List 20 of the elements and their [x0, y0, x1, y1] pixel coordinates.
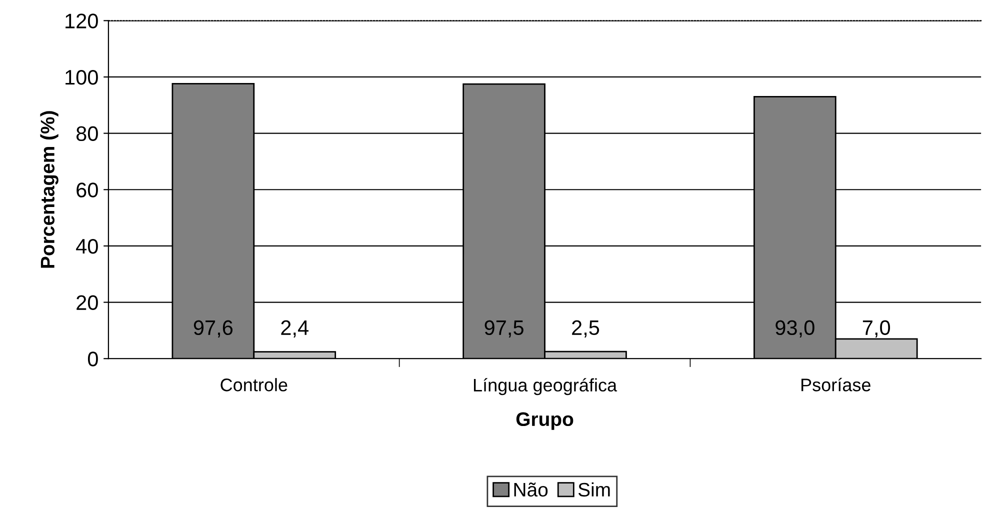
- data-label: 2,5: [572, 320, 600, 338]
- data-label: 93,0: [776, 320, 814, 338]
- data-label: 2,4: [281, 320, 308, 338]
- x-tick-label: Controle: [220, 378, 288, 392]
- y-tick-label: 60: [76, 182, 98, 198]
- y-axis-title: Porcentagem (%): [40, 111, 58, 268]
- x-tick-label: Língua geográfica: [474, 378, 618, 396]
- y-tick-label: 80: [76, 126, 98, 142]
- x-tick-label: Psoríase: [801, 378, 870, 392]
- legend-label: Sim: [578, 482, 610, 497]
- x-axis-title: Grupo: [516, 412, 574, 430]
- y-tick-label: 100: [66, 70, 98, 85]
- data-label: 97,6: [194, 320, 233, 338]
- y-tick-label: 0: [88, 352, 98, 366]
- data-label: 97,5: [484, 320, 524, 338]
- y-tick-label: 40: [76, 238, 98, 254]
- y-tick-label: 120: [66, 14, 98, 28]
- y-tick-label: 20: [76, 295, 98, 310]
- data-label: 7,0: [862, 320, 890, 338]
- legend-label: Não: [514, 482, 548, 497]
